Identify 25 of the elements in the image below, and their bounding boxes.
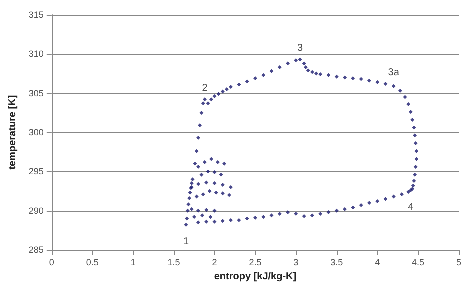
y-tick-label: 290 [28, 206, 44, 216]
x-tick-label: 0.5 [86, 258, 99, 268]
x-tick-label: 3 [294, 258, 299, 268]
annotation: 1 [183, 236, 190, 248]
y-tick-label: 285 [28, 245, 44, 256]
y-tick-label: 300 [28, 128, 44, 138]
x-tick-label: 1.5 [168, 258, 180, 268]
y-tick-label: 310 [28, 49, 44, 60]
x-tick-label: 3.5 [330, 258, 344, 268]
x-tick-label: 1 [130, 258, 136, 268]
x-tick-label: 4.5 [412, 258, 425, 268]
x-tick-label: 2 [212, 258, 218, 268]
y-tick-label: 315 [28, 10, 44, 20]
annotation: 3a [388, 67, 400, 78]
annotation: 4 [408, 202, 414, 214]
y-tick-label: 305 [28, 88, 44, 98]
x-axis-title: entropy [kJ/kg-K] [214, 272, 297, 282]
x-tick-label: 4 [375, 258, 380, 268]
x-tick-label: 0 [49, 258, 54, 268]
x-tick-label: 5 [456, 258, 462, 268]
annotation: 2 [202, 83, 208, 94]
y-axis-title: temperature [K] [8, 95, 18, 170]
y-tick-label: 295 [28, 166, 44, 177]
x-tick-label: 2.5 [249, 258, 262, 268]
annotation: 3 [297, 43, 304, 54]
